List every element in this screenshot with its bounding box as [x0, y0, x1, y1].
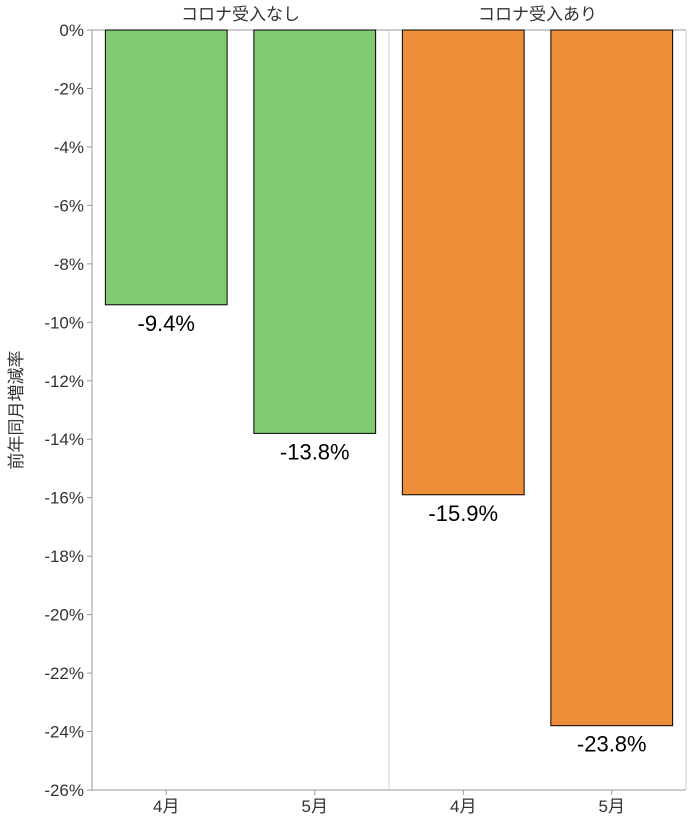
- panel-title: コロナ受入あり: [478, 5, 597, 24]
- bar: [105, 30, 227, 305]
- bar-value-label: -15.9%: [428, 501, 498, 526]
- y-tick-label: 0%: [59, 21, 84, 40]
- y-axis-label: 前年同月増減率: [7, 351, 26, 470]
- y-tick-label: -12%: [44, 372, 84, 391]
- y-tick-label: -10%: [44, 313, 84, 332]
- x-tick-label: 4月: [450, 797, 476, 816]
- y-tick-label: -2%: [54, 79, 84, 98]
- y-tick-label: -18%: [44, 547, 84, 566]
- y-tick-label: -24%: [44, 723, 84, 742]
- y-tick-label: -22%: [44, 664, 84, 683]
- bar: [551, 30, 673, 726]
- x-tick-label: 5月: [302, 797, 328, 816]
- bar-chart: 0% -2% -4% -6% -8% -10% -12% -14% -16% -18% -20% -2…: [0, 0, 694, 824]
- y-tick-label: -16%: [44, 489, 84, 508]
- y-tick-label: -26%: [44, 781, 84, 800]
- y-tick-label: -14%: [44, 430, 84, 449]
- y-tick-label: -8%: [54, 255, 84, 274]
- y-tick-label: -4%: [54, 138, 84, 157]
- bar-value-label: -13.8%: [280, 439, 350, 464]
- y-tick-label: -20%: [44, 606, 84, 625]
- bar-value-label: -9.4%: [138, 311, 195, 336]
- bar: [402, 30, 524, 495]
- bar-value-label: -23.8%: [577, 732, 647, 757]
- chart-container: 0% -2% -4% -6% -8% -10% -12% -14% -16% -18% -20% -2…: [0, 0, 694, 824]
- y-tick-label: -6%: [54, 196, 84, 215]
- panel-title: コロナ受入なし: [181, 5, 300, 24]
- x-tick-label: 4月: [153, 797, 179, 816]
- bar: [254, 30, 376, 433]
- x-tick-label: 5月: [599, 797, 625, 816]
